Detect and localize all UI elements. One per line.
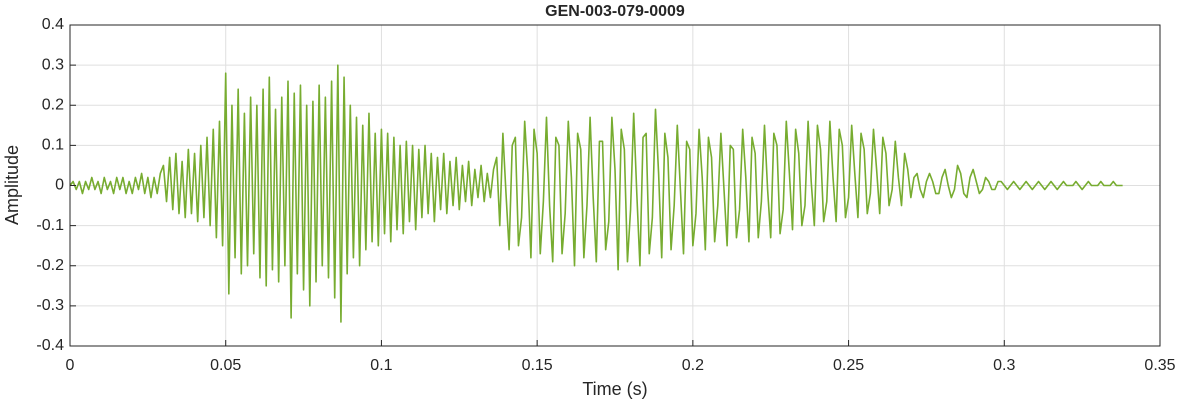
y-tick-label: 0.1: [42, 137, 64, 154]
y-tick-label: -0.3: [36, 297, 64, 314]
chart-title: GEN-003-079-0009: [545, 3, 685, 20]
y-tick-label: 0.4: [42, 16, 64, 33]
x-tick-label: 0: [66, 357, 75, 374]
y-tick-label: -0.1: [36, 217, 64, 234]
x-tick-label: 0.05: [210, 357, 241, 374]
x-tick-label: 0.35: [1144, 357, 1175, 374]
plot-area: [69, 64, 1123, 323]
y-tick-label: -0.4: [36, 337, 64, 354]
y-axis-label: Amplitude: [2, 145, 22, 225]
waveform-line: [69, 64, 1123, 323]
x-tick-label: 0.2: [682, 357, 704, 374]
y-tick-label: 0: [55, 177, 64, 194]
y-tick-label: 0.2: [42, 96, 64, 113]
x-tick-label: 0.15: [522, 357, 553, 374]
x-tick-label: 0.3: [993, 357, 1015, 374]
y-tick-label: 0.3: [42, 56, 64, 73]
x-axis-label: Time (s): [582, 379, 647, 399]
y-tick-label: -0.2: [36, 257, 64, 274]
x-tick-label: 0.1: [370, 357, 392, 374]
x-tick-label: 0.25: [833, 357, 864, 374]
